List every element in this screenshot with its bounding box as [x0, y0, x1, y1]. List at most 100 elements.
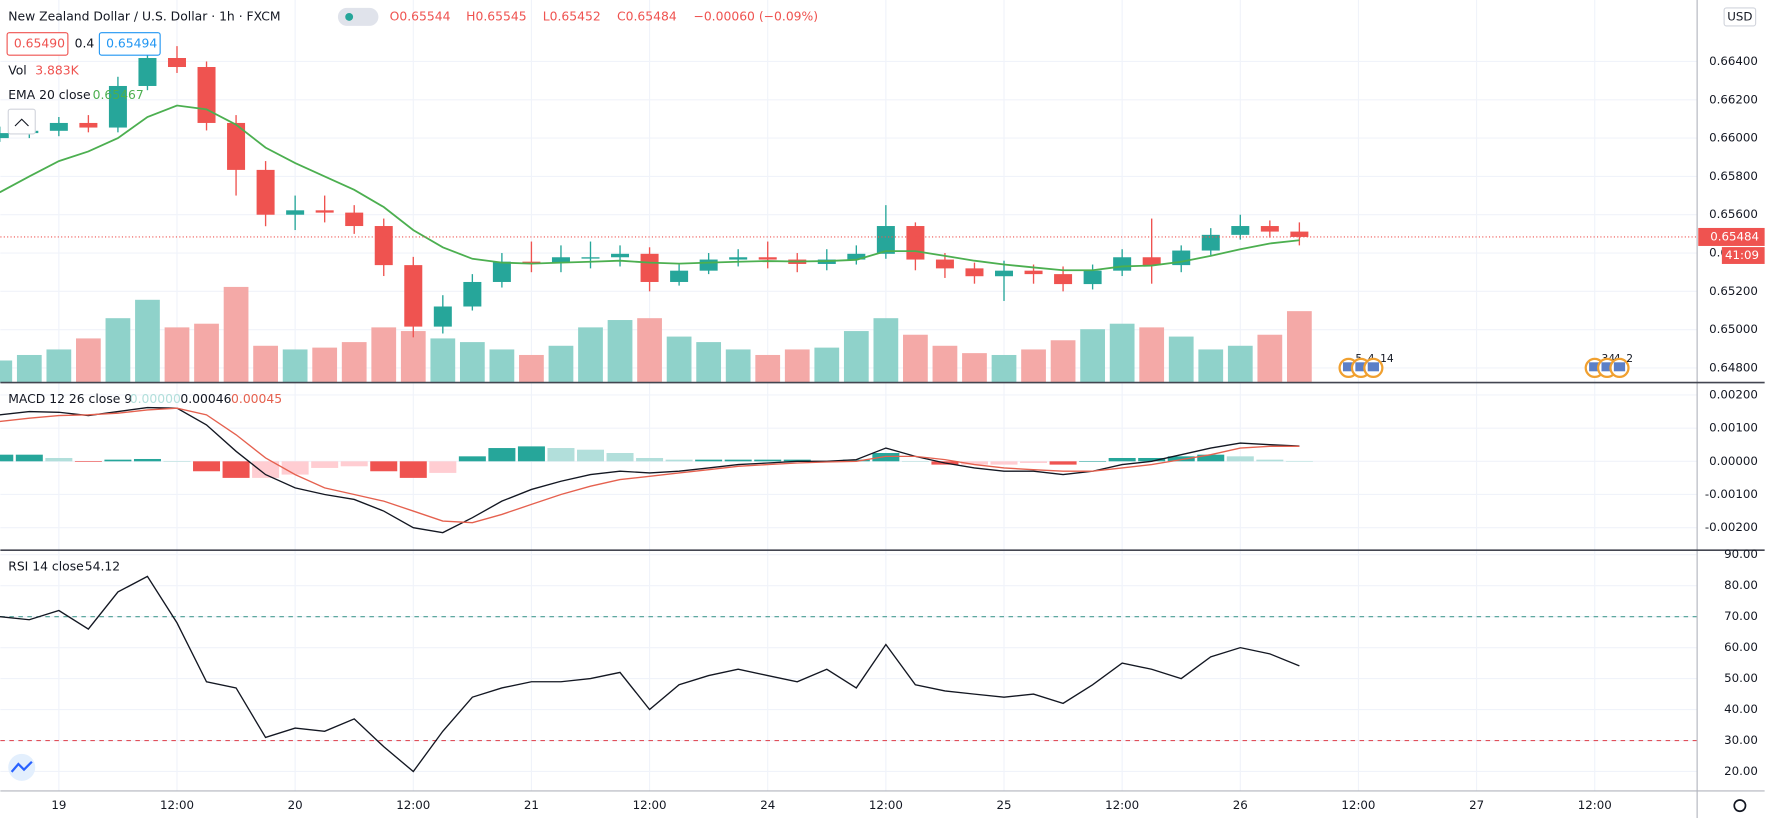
histogram-bar	[547, 448, 575, 462]
volume-bar	[223, 286, 249, 383]
y-tick-label: -0.00200	[1705, 520, 1758, 534]
x-tick-label: 24	[760, 798, 775, 812]
volume-bar	[0, 360, 13, 383]
candle-body	[906, 226, 925, 260]
logo-icon	[10, 760, 33, 773]
histogram-bar	[1049, 461, 1077, 465]
candle-body	[935, 259, 954, 269]
volume-bar	[1257, 334, 1283, 383]
ohlc-low: L0.65452	[543, 9, 601, 23]
spread: 0.4	[75, 36, 95, 50]
sell-price[interactable]: 0.65490	[14, 36, 65, 50]
candle-body	[404, 265, 423, 327]
event-flag	[1589, 362, 1601, 372]
candle-body	[1054, 274, 1073, 285]
volume-bar	[962, 353, 987, 383]
y-tick-label: 40.00	[1724, 702, 1758, 716]
event-label: 14	[1380, 352, 1394, 365]
volume-legend-value: 3.883K	[35, 63, 79, 77]
candle-body	[1024, 270, 1043, 275]
histogram-bar	[872, 453, 900, 462]
histogram-bar	[754, 459, 782, 462]
candle-body	[699, 259, 718, 271]
buy-price[interactable]: 0.65494	[106, 36, 157, 50]
y-tick-label: 0.00000	[1709, 454, 1758, 468]
grid	[0, 0, 1698, 791]
volume-bar	[1080, 329, 1105, 383]
volume-bar	[843, 331, 869, 383]
y-tick-label: 0.66400	[1709, 54, 1758, 68]
histogram-bar	[517, 446, 545, 462]
countdown: 41:09	[1725, 248, 1759, 262]
histogram-bar	[901, 461, 929, 462]
candle-body	[374, 226, 393, 266]
histogram-bar	[1079, 461, 1107, 462]
candle-body	[1231, 226, 1250, 235]
histogram-bar	[606, 453, 634, 462]
candle-body	[640, 253, 659, 282]
y-tick-label: 30.00	[1724, 733, 1758, 747]
histogram-bar	[0, 454, 14, 462]
event-flag	[1342, 362, 1355, 372]
candle-body	[463, 281, 482, 307]
candle-body	[1083, 270, 1102, 285]
x-tick-label: 12:00	[396, 798, 430, 812]
histogram-bar	[842, 459, 870, 462]
y-tick-label: 0.00200	[1709, 387, 1758, 401]
sell-button[interactable]	[6, 32, 69, 56]
event-flag	[1601, 362, 1613, 372]
volume-bar	[755, 354, 781, 383]
collapse-button[interactable]	[7, 108, 36, 135]
volume-bar	[1050, 340, 1076, 383]
candle-body	[138, 58, 157, 86]
y-tick-label: 0.65000	[1709, 322, 1758, 336]
histogram-bar	[1256, 459, 1284, 462]
histogram-bar	[311, 461, 339, 468]
macd-hist-value: 0.00000	[130, 392, 181, 406]
y-tick-label: 0.64800	[1709, 360, 1758, 374]
x-tick-label: 27	[1469, 798, 1484, 812]
histogram-bar	[133, 458, 161, 462]
macd-legend: MACD 12 26 close 9	[8, 392, 132, 406]
histogram-bar	[458, 456, 486, 462]
ohlc-open: O0.65544	[390, 9, 451, 23]
countdown-tag	[1721, 247, 1765, 264]
x-tick-label: 26	[1233, 798, 1248, 812]
histogram-bar	[1226, 456, 1254, 462]
ohlc-close: C0.65484	[617, 9, 677, 23]
x-tick-label: 12:00	[633, 798, 667, 812]
histogram-bar	[252, 461, 280, 478]
volume-bar	[1227, 345, 1253, 383]
candle-body	[847, 253, 866, 260]
candle-body	[167, 58, 186, 68]
volume-bar	[932, 345, 958, 383]
currency[interactable]: USD	[1727, 9, 1752, 23]
volume-bar	[282, 349, 308, 383]
volume-bar	[164, 327, 190, 383]
histogram-bar	[340, 461, 368, 467]
candle-body	[492, 261, 511, 282]
x-tick-label: 12:00	[869, 798, 903, 812]
y-tick-label: 90.00	[1724, 547, 1758, 561]
ema-legend: EMA 20 close	[8, 88, 90, 102]
histogram-bar	[222, 461, 250, 478]
histogram-bar	[1167, 456, 1195, 462]
ema-line	[0, 104, 1300, 272]
indicator-line	[0, 406, 1300, 534]
candle-body	[965, 268, 984, 277]
currency-box[interactable]	[1723, 7, 1757, 27]
candle-body	[611, 253, 630, 258]
indicator-line	[0, 575, 1300, 773]
buy-button[interactable]	[98, 32, 161, 56]
settings-icon[interactable]	[1733, 799, 1747, 813]
collapse-icon	[14, 118, 29, 127]
volume-bar	[725, 349, 751, 383]
volume-bar	[489, 349, 515, 383]
status-dot	[345, 12, 354, 21]
histogram-bar	[783, 459, 811, 462]
volume-bar	[459, 342, 485, 383]
volume-bar	[253, 345, 278, 383]
x-tick-label: 12:00	[1578, 798, 1612, 812]
y-tick-label: -0.00100	[1705, 487, 1758, 501]
